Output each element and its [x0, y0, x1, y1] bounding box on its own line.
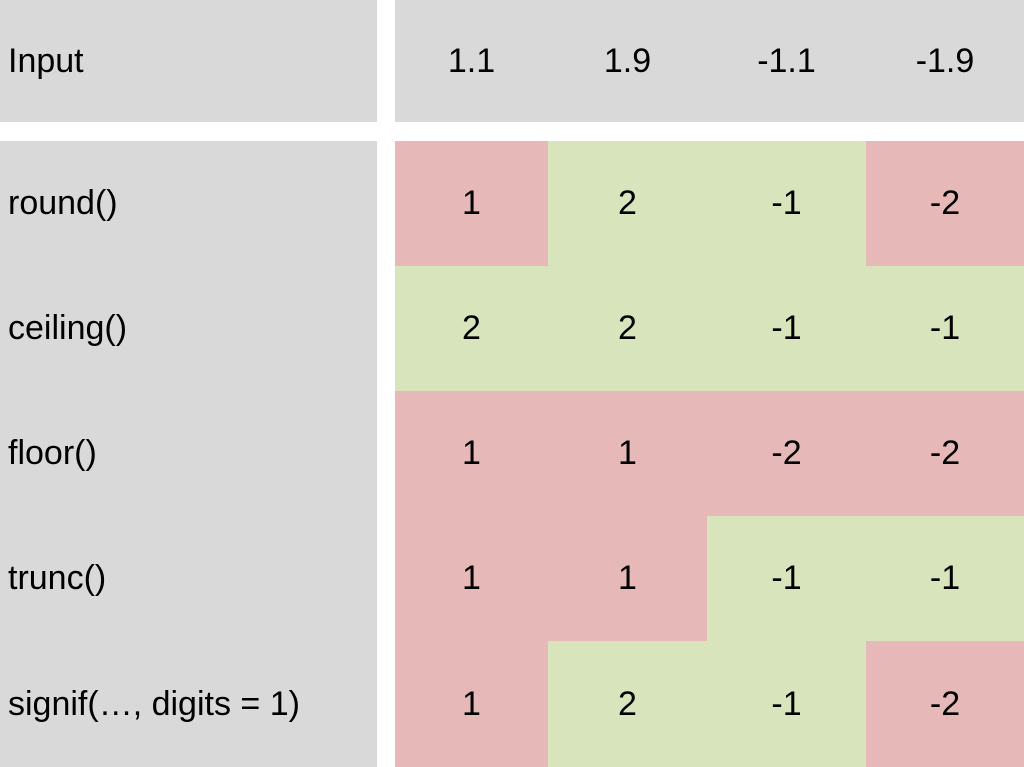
cell-value: 1 — [548, 391, 707, 516]
row-label: trunc() — [8, 559, 107, 597]
cell-value: -1 — [707, 516, 866, 641]
cell-value: 2 — [548, 141, 707, 266]
cell-value: 1 — [395, 391, 548, 516]
cell-value: -1 — [707, 141, 866, 266]
cell-value: -2 — [866, 641, 1024, 767]
cell-value: -2 — [707, 391, 866, 516]
header-value: -1.1 — [757, 41, 816, 80]
cell-value: -1 — [866, 266, 1024, 391]
cell-value: 2 — [548, 641, 707, 767]
header-background — [395, 0, 1024, 122]
cell-value: 2 — [548, 266, 707, 391]
header-value: -1.9 — [915, 41, 975, 80]
cell-value: 2 — [395, 266, 548, 391]
cell-value: -1 — [707, 641, 866, 767]
cell-value: -2 — [866, 141, 1024, 266]
row-label: round() — [8, 184, 118, 222]
cell-value: -2 — [866, 391, 1024, 516]
cell-value: -1 — [866, 516, 1024, 641]
row-label: ceiling() — [8, 309, 128, 347]
cell-value: 1 — [395, 141, 548, 266]
header-value: 1.9 — [603, 41, 652, 80]
cell-value: 1 — [395, 641, 548, 767]
header-value: 1.1 — [447, 41, 496, 80]
cell-value: 1 — [395, 516, 548, 641]
header-label: Input — [0, 0, 377, 122]
label-column-background — [0, 141, 377, 767]
row-label: signif(…, digits = 1) — [8, 684, 300, 723]
cell-value: -1 — [707, 266, 866, 391]
cell-value: 1 — [548, 516, 707, 641]
row-label: floor() — [8, 434, 97, 472]
